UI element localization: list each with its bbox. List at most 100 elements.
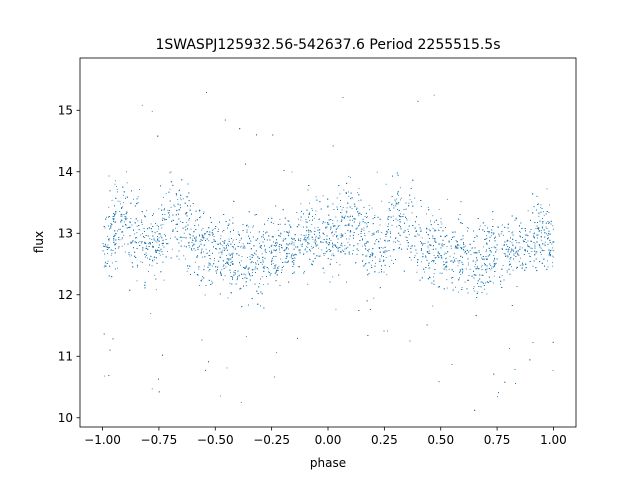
data-point: [399, 243, 401, 245]
data-point: [328, 223, 330, 225]
data-point: [453, 253, 455, 255]
data-point: [397, 191, 399, 193]
data-point: [107, 244, 109, 246]
data-point: [226, 367, 228, 369]
data-point: [315, 237, 317, 239]
data-point: [477, 291, 479, 293]
data-point: [128, 252, 130, 253]
data-point: [344, 248, 346, 250]
data-point: [344, 232, 346, 234]
data-point: [255, 254, 257, 256]
data-point: [319, 255, 321, 257]
data-point: [486, 281, 488, 283]
data-point: [201, 229, 203, 231]
data-point: [495, 236, 496, 238]
data-point: [498, 392, 499, 394]
data-point: [210, 264, 212, 266]
data-point: [131, 262, 133, 264]
data-point: [366, 223, 368, 225]
data-point: [110, 254, 112, 256]
data-point: [117, 191, 118, 193]
data-point: [498, 226, 499, 228]
data-point: [222, 249, 224, 251]
data-point: [299, 249, 301, 251]
data-point: [144, 237, 145, 238]
data-point: [549, 242, 551, 243]
data-point: [209, 269, 211, 270]
data-point: [476, 297, 478, 298]
data-point: [215, 248, 217, 250]
data-point: [444, 252, 446, 254]
data-point: [294, 240, 296, 241]
data-point: [429, 244, 431, 245]
data-point: [411, 212, 413, 214]
data-point: [371, 207, 373, 209]
data-point: [332, 225, 334, 227]
data-point: [518, 254, 520, 256]
data-point: [290, 226, 292, 227]
data-point: [348, 175, 350, 177]
data-point: [477, 267, 478, 269]
data-point: [365, 255, 366, 257]
data-point: [186, 215, 188, 217]
data-point: [551, 255, 553, 257]
data-point: [124, 243, 125, 245]
data-point: [403, 213, 405, 215]
data-point: [432, 260, 434, 261]
data-point: [503, 234, 504, 236]
data-point: [168, 212, 170, 213]
data-point: [330, 249, 332, 251]
data-point: [516, 252, 518, 254]
data-point: [445, 258, 446, 260]
data-point: [293, 261, 295, 263]
data-point: [126, 218, 128, 219]
data-point: [325, 251, 327, 253]
data-point: [473, 270, 474, 272]
data-point: [543, 229, 545, 231]
data-point: [539, 261, 541, 263]
data-point: [250, 275, 252, 277]
data-point: [429, 267, 431, 269]
data-point: [535, 228, 537, 230]
data-point: [457, 245, 459, 247]
data-point: [499, 283, 501, 285]
data-point: [215, 266, 217, 268]
data-point: [481, 281, 483, 283]
data-point: [518, 225, 520, 227]
data-point: [364, 235, 366, 236]
data-point: [180, 199, 182, 201]
data-point: [161, 204, 163, 206]
data-point: [387, 226, 389, 227]
data-point: [326, 238, 328, 240]
data-points: [102, 92, 555, 411]
data-point: [502, 265, 504, 267]
data-point: [238, 274, 240, 276]
data-point: [277, 235, 279, 236]
data-point: [398, 194, 399, 196]
data-point: [546, 233, 547, 235]
data-point: [228, 258, 230, 260]
data-point: [103, 375, 105, 377]
data-point: [150, 255, 152, 257]
data-point: [322, 195, 324, 197]
data-point: [506, 244, 507, 246]
data-point: [367, 274, 369, 276]
data-point: [410, 259, 412, 261]
data-point: [391, 204, 392, 206]
data-point: [278, 265, 280, 267]
data-point: [225, 266, 227, 268]
data-point: [356, 208, 357, 210]
data-point: [486, 258, 488, 260]
data-point: [204, 294, 206, 296]
data-point: [102, 250, 104, 252]
data-point: [160, 224, 162, 226]
data-point: [154, 274, 156, 276]
data-point: [158, 253, 160, 254]
data-point: [552, 265, 554, 267]
data-point: [119, 239, 121, 241]
data-point: [309, 258, 311, 260]
data-point: [234, 272, 236, 273]
data-point: [198, 245, 200, 247]
data-point: [404, 222, 405, 224]
data-point: [187, 196, 189, 198]
